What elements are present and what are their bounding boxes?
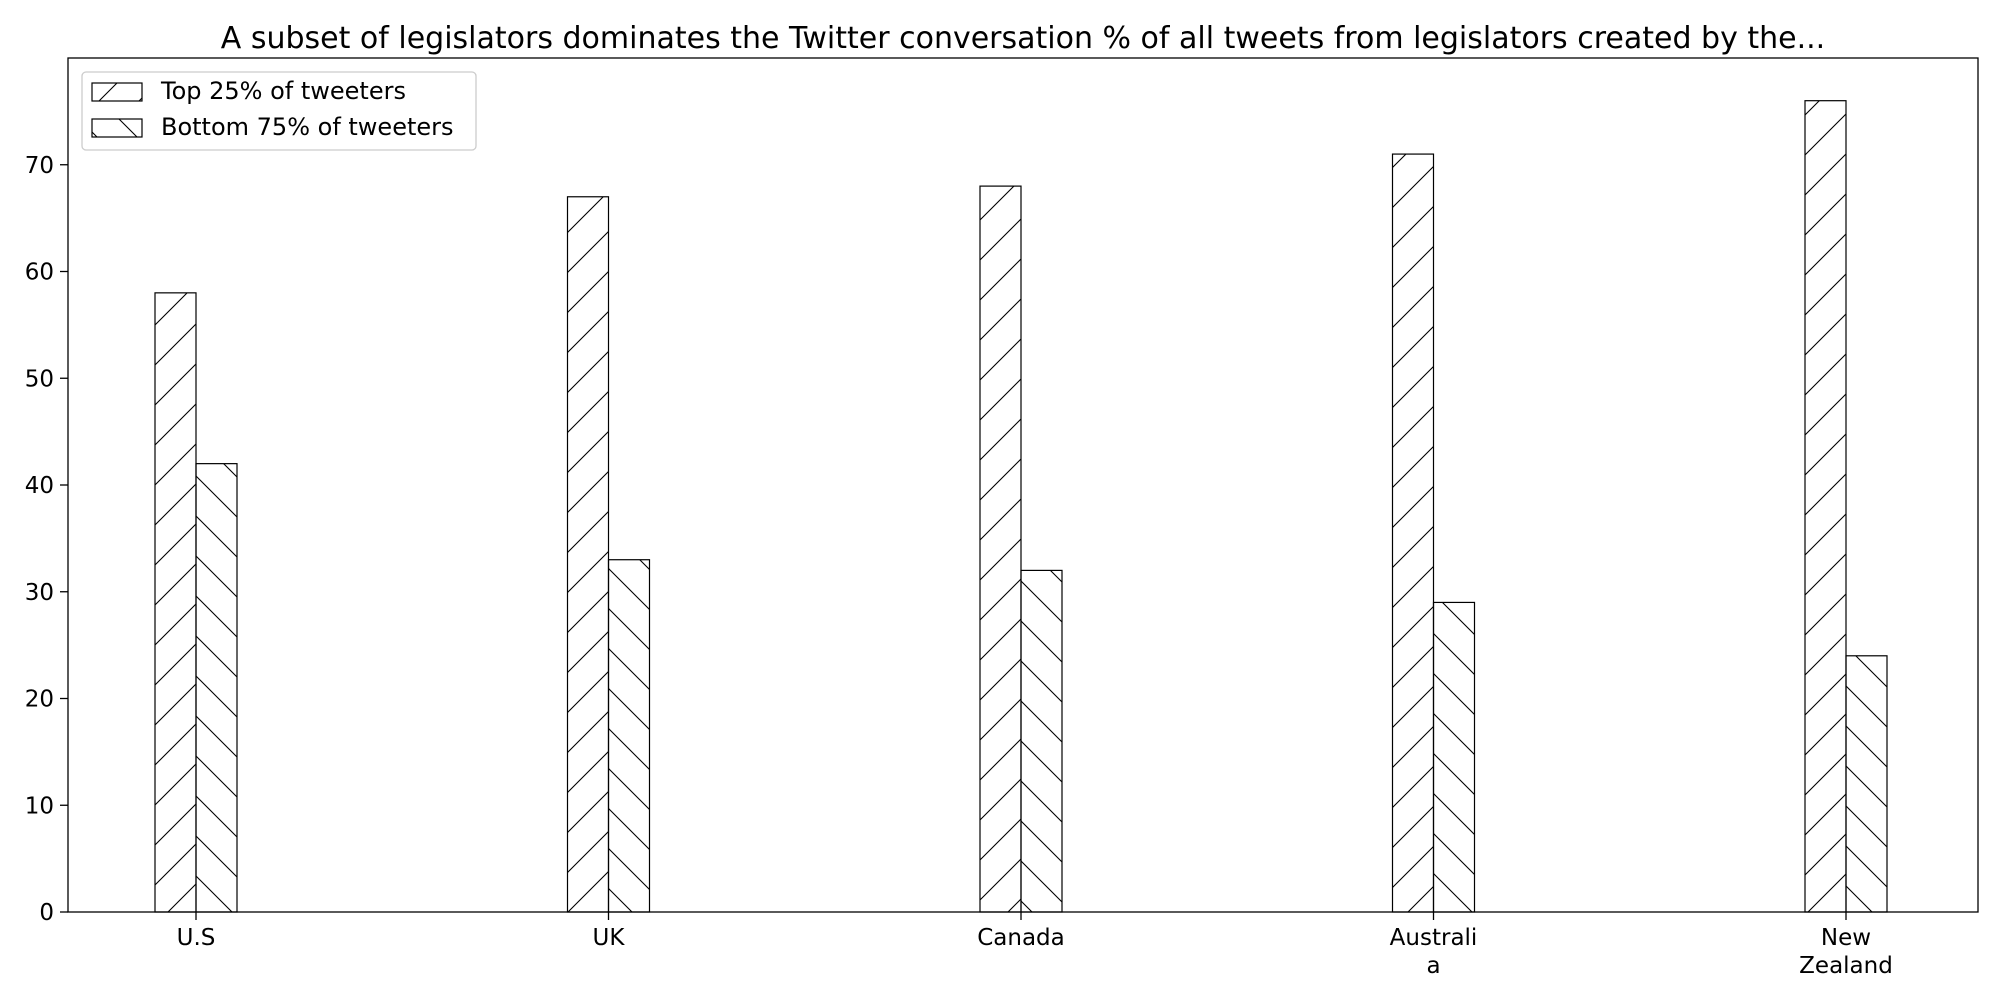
bar-bottom-75-3 <box>1432 601 1476 913</box>
plot-frame <box>67 57 1979 913</box>
y-tick-label-0: 0 <box>39 900 54 926</box>
y-tick-label-6: 60 <box>25 260 54 286</box>
y-tick-label-2: 20 <box>25 687 54 713</box>
x-tick-label-4: New Zealand <box>1799 925 1893 979</box>
x-tick-label-3: Australi a <box>1390 925 1478 979</box>
x-tick-label-1: UK <box>593 925 626 951</box>
legend: Top 25% of tweeters Bottom 75% of tweete… <box>81 71 477 151</box>
bar-bottom-75-1 <box>607 559 651 913</box>
legend-label-top-25: Top 25% of tweeters <box>160 77 406 105</box>
y-tick-label-3: 30 <box>25 580 54 606</box>
legend-swatch-top-25 <box>91 82 143 102</box>
x-tick-label-2: Canada <box>977 925 1065 951</box>
x-axis: U.S UK Canada Australi a New Zealand <box>177 912 1893 979</box>
y-axis: 0 10 20 30 40 50 60 70 <box>25 153 68 926</box>
bars-group <box>154 100 1888 913</box>
legend-box <box>81 71 477 151</box>
chart-title: A subset of legislators dominates the Tw… <box>221 21 1825 56</box>
bar-bottom-75-0 <box>195 463 238 913</box>
bar-bottom-75-2 <box>1020 569 1063 913</box>
y-tick-label-5: 50 <box>25 366 54 392</box>
legend-label-bottom-75: Bottom 75% of tweeters <box>161 113 454 141</box>
bar-top-25-2 <box>979 185 1022 913</box>
bar-top-25-3 <box>1391 153 1435 913</box>
bar-top-25-0 <box>154 292 197 913</box>
y-tick-label-7: 70 <box>25 153 54 179</box>
bar-top-25-4 <box>1804 100 1847 913</box>
x-tick-label-0: U.S <box>177 925 216 951</box>
bar-bottom-75-4 <box>1845 655 1888 913</box>
bar-top-25-1 <box>566 196 610 913</box>
y-tick-label-1: 10 <box>25 793 54 819</box>
legend-swatch-bottom-75 <box>91 118 143 138</box>
y-tick-label-4: 40 <box>25 473 54 499</box>
